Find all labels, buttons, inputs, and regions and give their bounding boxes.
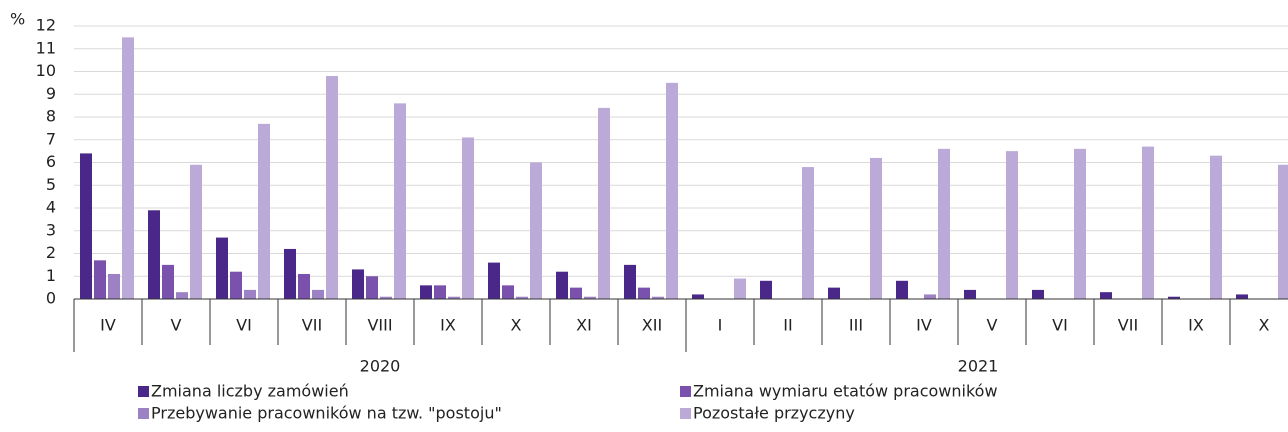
bar [652,296,664,299]
bar [448,296,460,299]
bar [502,285,514,299]
bar [298,273,310,299]
y-unit: % [10,10,25,29]
bar [162,264,174,299]
x-tick-label: VIII [367,316,392,335]
y-tick-label: 0 [46,289,56,308]
y-tick-label: 10 [36,61,56,80]
bar [556,271,568,299]
legend-swatch [680,408,691,419]
group-label: 2020 [360,357,401,376]
bar [516,296,528,299]
bar [530,162,542,299]
bar [1074,148,1086,299]
bar [964,289,976,299]
bar [122,37,134,299]
x-tick-label: III [849,316,863,335]
bar [938,148,950,299]
bar [394,103,406,299]
bar [1278,164,1288,299]
bar [216,237,228,299]
bar [870,157,882,299]
bar [80,153,92,299]
x-tick-label: I [718,316,723,335]
bar [352,269,364,299]
group-label: 2021 [958,357,999,376]
bar [1210,155,1222,299]
bar [312,289,324,299]
bar [802,167,814,299]
bar [258,123,270,299]
legend-label: Zmiana wymiaru etatów pracowników [693,382,998,401]
bar [638,287,650,299]
bar [896,280,908,299]
x-tick-label: VII [1118,316,1138,335]
bar [462,137,474,299]
bar [692,294,704,299]
y-tick-label: 1 [46,266,56,285]
bar [380,296,392,299]
x-tick-label: IV [916,316,932,335]
x-tick-label: IX [440,316,456,335]
y-tick-label: 4 [46,198,56,217]
y-tick-label: 3 [46,220,56,239]
y-tick-label: 8 [46,107,56,126]
bar [230,271,242,299]
bar [624,264,636,299]
x-tick-label: V [171,316,182,335]
bar [326,76,338,299]
bar [1236,294,1248,299]
bar [148,210,160,299]
y-tick-label: 6 [46,152,56,171]
bar [176,292,188,299]
legend-swatch [680,386,691,397]
bar [1100,292,1112,299]
bar [244,289,256,299]
x-tick-label: X [1259,316,1270,335]
y-tick-label: 11 [36,38,56,57]
bar [284,248,296,299]
bar [828,287,840,299]
legend-label: Przebywanie pracowników na tzw. "postoju… [151,404,502,423]
x-tick-label: V [987,316,998,335]
bar [734,278,746,299]
x-tick-label: II [783,316,792,335]
y-tick-label: 7 [46,129,56,148]
y-tick-label: 12 [36,16,56,35]
legend-swatch [138,408,149,419]
x-tick-label: VI [236,316,252,335]
legend-swatch [138,386,149,397]
x-tick-label: XII [642,316,662,335]
bar [584,296,596,299]
bar [760,280,772,299]
bar [108,273,120,299]
bar [420,285,432,299]
x-tick-label: IV [100,316,116,335]
bar [434,285,446,299]
x-tick-label: IX [1188,316,1204,335]
legend-label: Pozostałe przyczyny [693,404,855,423]
bar [366,276,378,299]
bar [190,164,202,299]
x-tick-label: VII [302,316,322,335]
bar [666,82,678,299]
bar [1032,289,1044,299]
bar [924,294,936,299]
bar [1142,146,1154,299]
y-tick-label: 2 [46,243,56,262]
y-tick-label: 5 [46,175,56,194]
x-tick-label: X [511,316,522,335]
bar [94,260,106,299]
legend-label: Zmiana liczby zamówień [151,382,349,401]
bar [488,262,500,299]
x-tick-label: VI [1052,316,1068,335]
bar [598,107,610,300]
bar [570,287,582,299]
x-tick-label: XI [576,316,592,335]
bar [1006,151,1018,299]
y-tick-label: 9 [46,84,56,103]
bar [1168,296,1180,299]
